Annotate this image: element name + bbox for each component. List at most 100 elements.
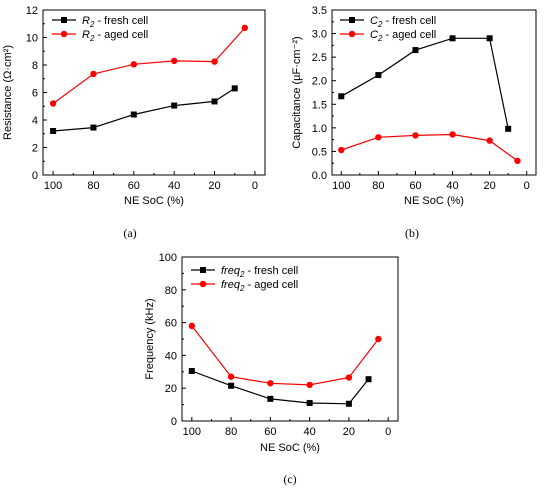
chart-panel-3: 100 80 60 40 20 0 0 20 40 60 80 100 NE SoC (%) Freque… (144, 252, 399, 486)
legend-label: freq2 - aged cell (221, 279, 298, 293)
legend-marker (200, 267, 206, 273)
data-point (345, 400, 352, 407)
legend-label: C2 - aged cell (370, 29, 436, 43)
y-tick-label: 1.0 (312, 123, 327, 135)
data-point (130, 111, 137, 118)
data-point (412, 132, 419, 139)
y-tick-label: 10 (26, 33, 38, 45)
data-point (188, 322, 196, 330)
y-axis-label: Frequency (kHz) (144, 298, 156, 379)
x-tick-label: 20 (208, 180, 220, 192)
x-tick-label: 60 (409, 180, 421, 192)
series-line (191, 370, 369, 405)
data-point (227, 373, 235, 380)
y-tick-label: 0 (32, 170, 38, 182)
data-point (338, 146, 345, 154)
y-tick-label: 20 (165, 383, 177, 395)
y-tick-label: 0 (171, 416, 177, 428)
legend-label: R2 - aged cell (82, 29, 148, 43)
series-line (191, 325, 379, 386)
data-point (267, 380, 274, 387)
series-line (52, 27, 246, 104)
data-point (49, 100, 57, 107)
data-point (375, 134, 382, 141)
series-line (53, 87, 236, 132)
y-tick-label: 4 (32, 115, 38, 127)
y-tick-label: 2.5 (312, 52, 327, 64)
series-2 (49, 24, 249, 107)
y-tick-label: 60 (165, 318, 177, 330)
y-tick-label: 3.0 (312, 29, 327, 41)
y-tick-label: 12 (26, 5, 38, 17)
x-tick-label: 20 (343, 426, 355, 438)
data-point (228, 382, 235, 389)
x-tick-label: 0 (524, 180, 530, 192)
data-point (375, 335, 382, 343)
data-point (170, 57, 178, 65)
y-tick-label: 2 (32, 143, 38, 155)
legend-marker (349, 17, 355, 23)
y-axis-label: Capacitance (µF·cm⁻²) (291, 36, 303, 148)
legend-marker (60, 30, 68, 38)
data-point (130, 61, 138, 68)
data-point (365, 376, 372, 383)
data-point (90, 70, 97, 78)
x-tick-label: 60 (128, 180, 140, 192)
data-point (50, 128, 57, 134)
plot-frame (42, 9, 266, 176)
y-tick-label: 0.5 (312, 146, 327, 158)
data-point (171, 102, 178, 109)
y-tick-label: 80 (165, 285, 177, 297)
data-point (231, 85, 238, 92)
x-tick-label: 100 (183, 426, 201, 438)
panel-label: (b) (405, 226, 419, 240)
series-1 (338, 35, 512, 132)
x-tick-label: 80 (225, 426, 237, 438)
data-point (188, 367, 195, 374)
x-tick-label: 80 (372, 180, 384, 192)
legend-label: C2 - fresh cell (370, 15, 436, 29)
x-tick-label: 40 (168, 180, 180, 192)
data-point (505, 125, 512, 132)
data-point (486, 35, 493, 42)
y-tick-label: 8 (32, 60, 38, 72)
data-point (211, 98, 218, 105)
series-1 (188, 367, 372, 407)
x-tick-label: 0 (252, 180, 258, 192)
series-2 (338, 131, 521, 165)
y-tick-label: 3.5 (312, 5, 327, 17)
chart-panel-2: 100 80 60 40 20 0 0.0 0.5 1.0 1.5 2.0 2.5 3.0 3.5 NE S… (291, 5, 537, 240)
data-point (345, 374, 353, 381)
data-point (449, 131, 456, 138)
legend-marker (61, 17, 67, 23)
chart-panel-1: 100 80 60 40 20 0 0 2 4 6 8 10 12 NE SoC (%) Resistanc… (2, 5, 266, 240)
x-tick-label: 80 (87, 180, 99, 192)
y-tick-label: 100 (159, 252, 177, 264)
y-tick-label: 2.0 (312, 76, 327, 88)
x-axis-label: NE SoC (%) (124, 195, 184, 207)
x-tick-label: 40 (304, 426, 316, 438)
x-tick-label: 100 (332, 180, 350, 192)
series-1 (50, 85, 238, 134)
series-2 (188, 322, 382, 389)
y-tick-label: 40 (165, 350, 177, 362)
x-tick-label: 60 (264, 426, 276, 438)
data-point (449, 35, 456, 42)
x-tick-label: 100 (44, 180, 62, 192)
y-tick-label: 1.5 (312, 99, 327, 111)
data-point (306, 399, 313, 406)
data-point (338, 93, 345, 100)
data-point (514, 157, 521, 165)
data-point (486, 137, 493, 144)
data-point (90, 124, 97, 131)
y-axis-label: Resistance (Ω·cm²) (2, 45, 14, 140)
legend-marker (199, 280, 207, 288)
x-tick-label: 20 (484, 180, 496, 192)
series-line (341, 133, 518, 162)
y-tick-label: 6 (32, 88, 38, 100)
x-tick-label: 40 (446, 180, 458, 192)
x-axis-label: NE SoC (%) (260, 442, 320, 454)
data-point (306, 381, 313, 389)
data-point (241, 24, 249, 32)
